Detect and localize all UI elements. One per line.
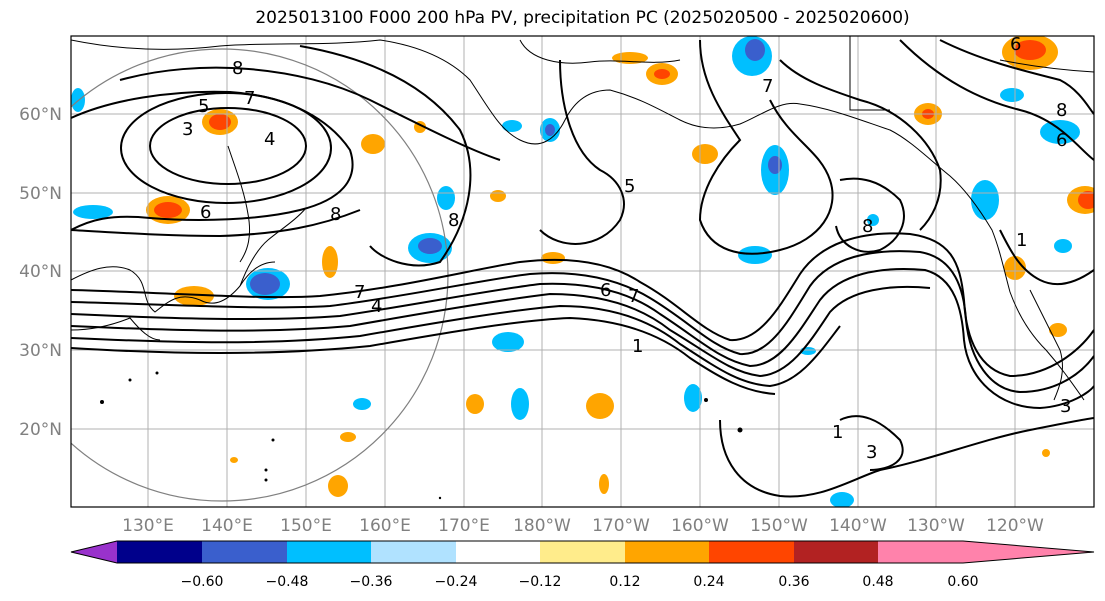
lon-label: 130°W	[907, 516, 965, 536]
longitude-axis: 130°E 140°E 150°E 160°E 170°E 180°W 170°…	[122, 516, 1044, 536]
contour-label: 4	[264, 129, 275, 150]
colorbar-tick-label: −0.60	[181, 574, 224, 590]
colorbar-extend-high	[963, 541, 1094, 563]
contour-label: 8	[330, 204, 341, 225]
contour-label: 5	[198, 96, 209, 117]
contour-labels: 8 7 5 3 4 6 8 8 7 4 6 7 7 5 8 3 1 1 6 8 …	[182, 34, 1071, 463]
lat-label: 50°N	[19, 184, 62, 204]
contour-label: 7	[354, 282, 365, 303]
colorbar-segment	[794, 541, 878, 563]
colorbar-tick-label: −0.24	[435, 574, 478, 590]
colorbar-extend-low	[71, 541, 117, 563]
lon-label: 160°E	[359, 516, 411, 536]
lat-label: 60°N	[19, 105, 62, 125]
colorbar-tick-label: 0.60	[947, 574, 978, 590]
lon-label: 140°W	[829, 516, 887, 536]
islands	[100, 371, 743, 500]
lon-label: 170°W	[592, 516, 650, 536]
colorbar-tick-label: −0.36	[350, 574, 393, 590]
colorbar-outline	[70, 540, 1095, 564]
colorbar-segment	[540, 541, 625, 563]
lon-label: 120°W	[986, 516, 1044, 536]
contour-label: 4	[371, 296, 382, 317]
colorbar-segment	[709, 541, 794, 563]
contour-label: 7	[244, 88, 255, 109]
colorbar	[70, 540, 1095, 564]
contour-label: 1	[1016, 230, 1027, 251]
contour-label: 6	[1056, 130, 1067, 151]
pv-contours	[71, 39, 1094, 498]
colorbar-segment	[878, 541, 963, 563]
contour-label: 3	[182, 119, 193, 140]
contour-label: 6	[1010, 34, 1021, 55]
contour-label: 8	[1056, 100, 1067, 121]
contour-label: 3	[866, 442, 877, 463]
colorbar-tick-label: 0.48	[862, 574, 893, 590]
colorbar-tick-label: 0.24	[693, 574, 724, 590]
latitude-axis: 60°N 50°N 40°N 30°N 20°N	[19, 105, 62, 440]
lon-label: 180°W	[513, 516, 571, 536]
colorbar-tick-label: 0.36	[778, 574, 809, 590]
contour-label: 6	[200, 202, 211, 223]
lat-label: 40°N	[19, 262, 62, 282]
lat-label: 20°N	[19, 420, 62, 440]
coastlines	[71, 36, 1094, 401]
lon-label: 170°E	[438, 516, 490, 536]
map-title: 2025013100 F000 200 hPa PV, precipitatio…	[255, 8, 910, 28]
colorbar-segment	[202, 541, 287, 563]
colorbar-segment	[625, 541, 709, 563]
contour-label: 3	[1060, 396, 1071, 417]
lon-label: 130°E	[122, 516, 174, 536]
lon-label: 160°W	[671, 516, 729, 536]
contour-label: 6	[600, 280, 611, 301]
contour-label: 7	[762, 76, 773, 97]
lon-label: 150°E	[280, 516, 332, 536]
contour-label: 1	[632, 336, 643, 357]
colorbar-tick-label: 0.12	[609, 574, 640, 590]
map-border	[70, 35, 1095, 508]
lon-label: 150°W	[750, 516, 808, 536]
lon-label: 140°E	[201, 516, 253, 536]
colorbar-segment	[456, 541, 540, 563]
contour-label: 8	[862, 216, 873, 237]
contour-label: 7	[628, 286, 639, 307]
colorbar-segment	[117, 541, 202, 563]
colorbar-segment	[287, 541, 371, 563]
lat-label: 30°N	[19, 341, 62, 361]
colorbar-tick-label: −0.12	[519, 574, 562, 590]
colorbar-segment	[371, 541, 456, 563]
contour-label: 8	[448, 210, 459, 231]
contour-label: 8	[232, 58, 243, 79]
colorbar-tick-label: −0.48	[266, 574, 309, 590]
colorbar-ticks: −0.60 −0.48 −0.36 −0.24 −0.12 0.12 0.24 …	[181, 574, 979, 590]
contour-label: 1	[832, 422, 843, 443]
contour-label: 5	[624, 176, 635, 197]
